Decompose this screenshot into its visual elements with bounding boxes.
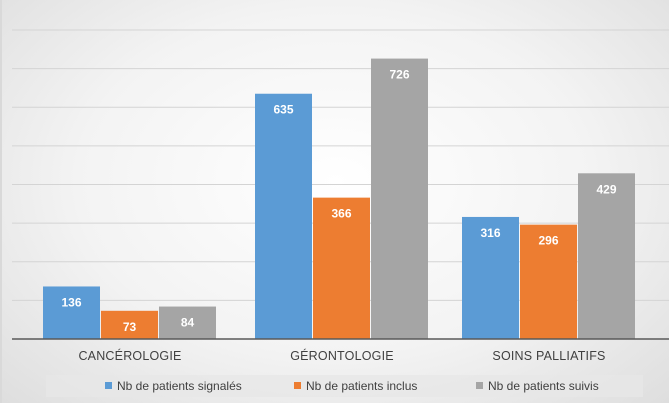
data-label: 635 xyxy=(273,103,293,117)
data-label: 366 xyxy=(331,207,351,221)
legend-entry-label: Nb de patients inclus xyxy=(306,379,417,393)
bar xyxy=(313,197,370,339)
x-axis-tick-labels: CANCÉROLOGIE GÉRONTOLOGIE SOINS PALLIATIFS xyxy=(78,348,605,363)
legend: Nb de patients signalés Nb de patients in… xyxy=(46,375,643,397)
legend-swatch xyxy=(476,382,483,389)
bar xyxy=(520,224,577,339)
data-labels: 136 73 84 635 366 726 316 296 429 xyxy=(61,68,616,334)
bars xyxy=(43,58,635,340)
legend-background xyxy=(46,375,643,397)
data-label: 726 xyxy=(389,68,409,82)
bar xyxy=(578,173,635,339)
bar xyxy=(255,93,312,339)
legend-entry-label: Nb de patients suivis xyxy=(488,379,599,393)
bar xyxy=(101,310,158,339)
bar xyxy=(462,216,519,339)
legend-swatch xyxy=(105,382,112,389)
bar xyxy=(371,58,428,340)
legend-swatch xyxy=(294,382,301,389)
data-label: 136 xyxy=(61,295,81,309)
x-tick-label: GÉRONTOLOGIE xyxy=(290,348,394,363)
data-label: 429 xyxy=(596,182,616,196)
legend-entry-label: Nb de patients signalés xyxy=(117,379,242,393)
data-label: 316 xyxy=(480,226,500,240)
data-label: 84 xyxy=(181,316,195,330)
x-tick-label: CANCÉROLOGIE xyxy=(78,348,181,363)
data-label: 296 xyxy=(538,234,558,248)
bar xyxy=(159,306,216,339)
data-label: 73 xyxy=(123,320,137,334)
x-tick-label: SOINS PALLIATIFS xyxy=(492,349,605,363)
bar xyxy=(43,286,100,339)
